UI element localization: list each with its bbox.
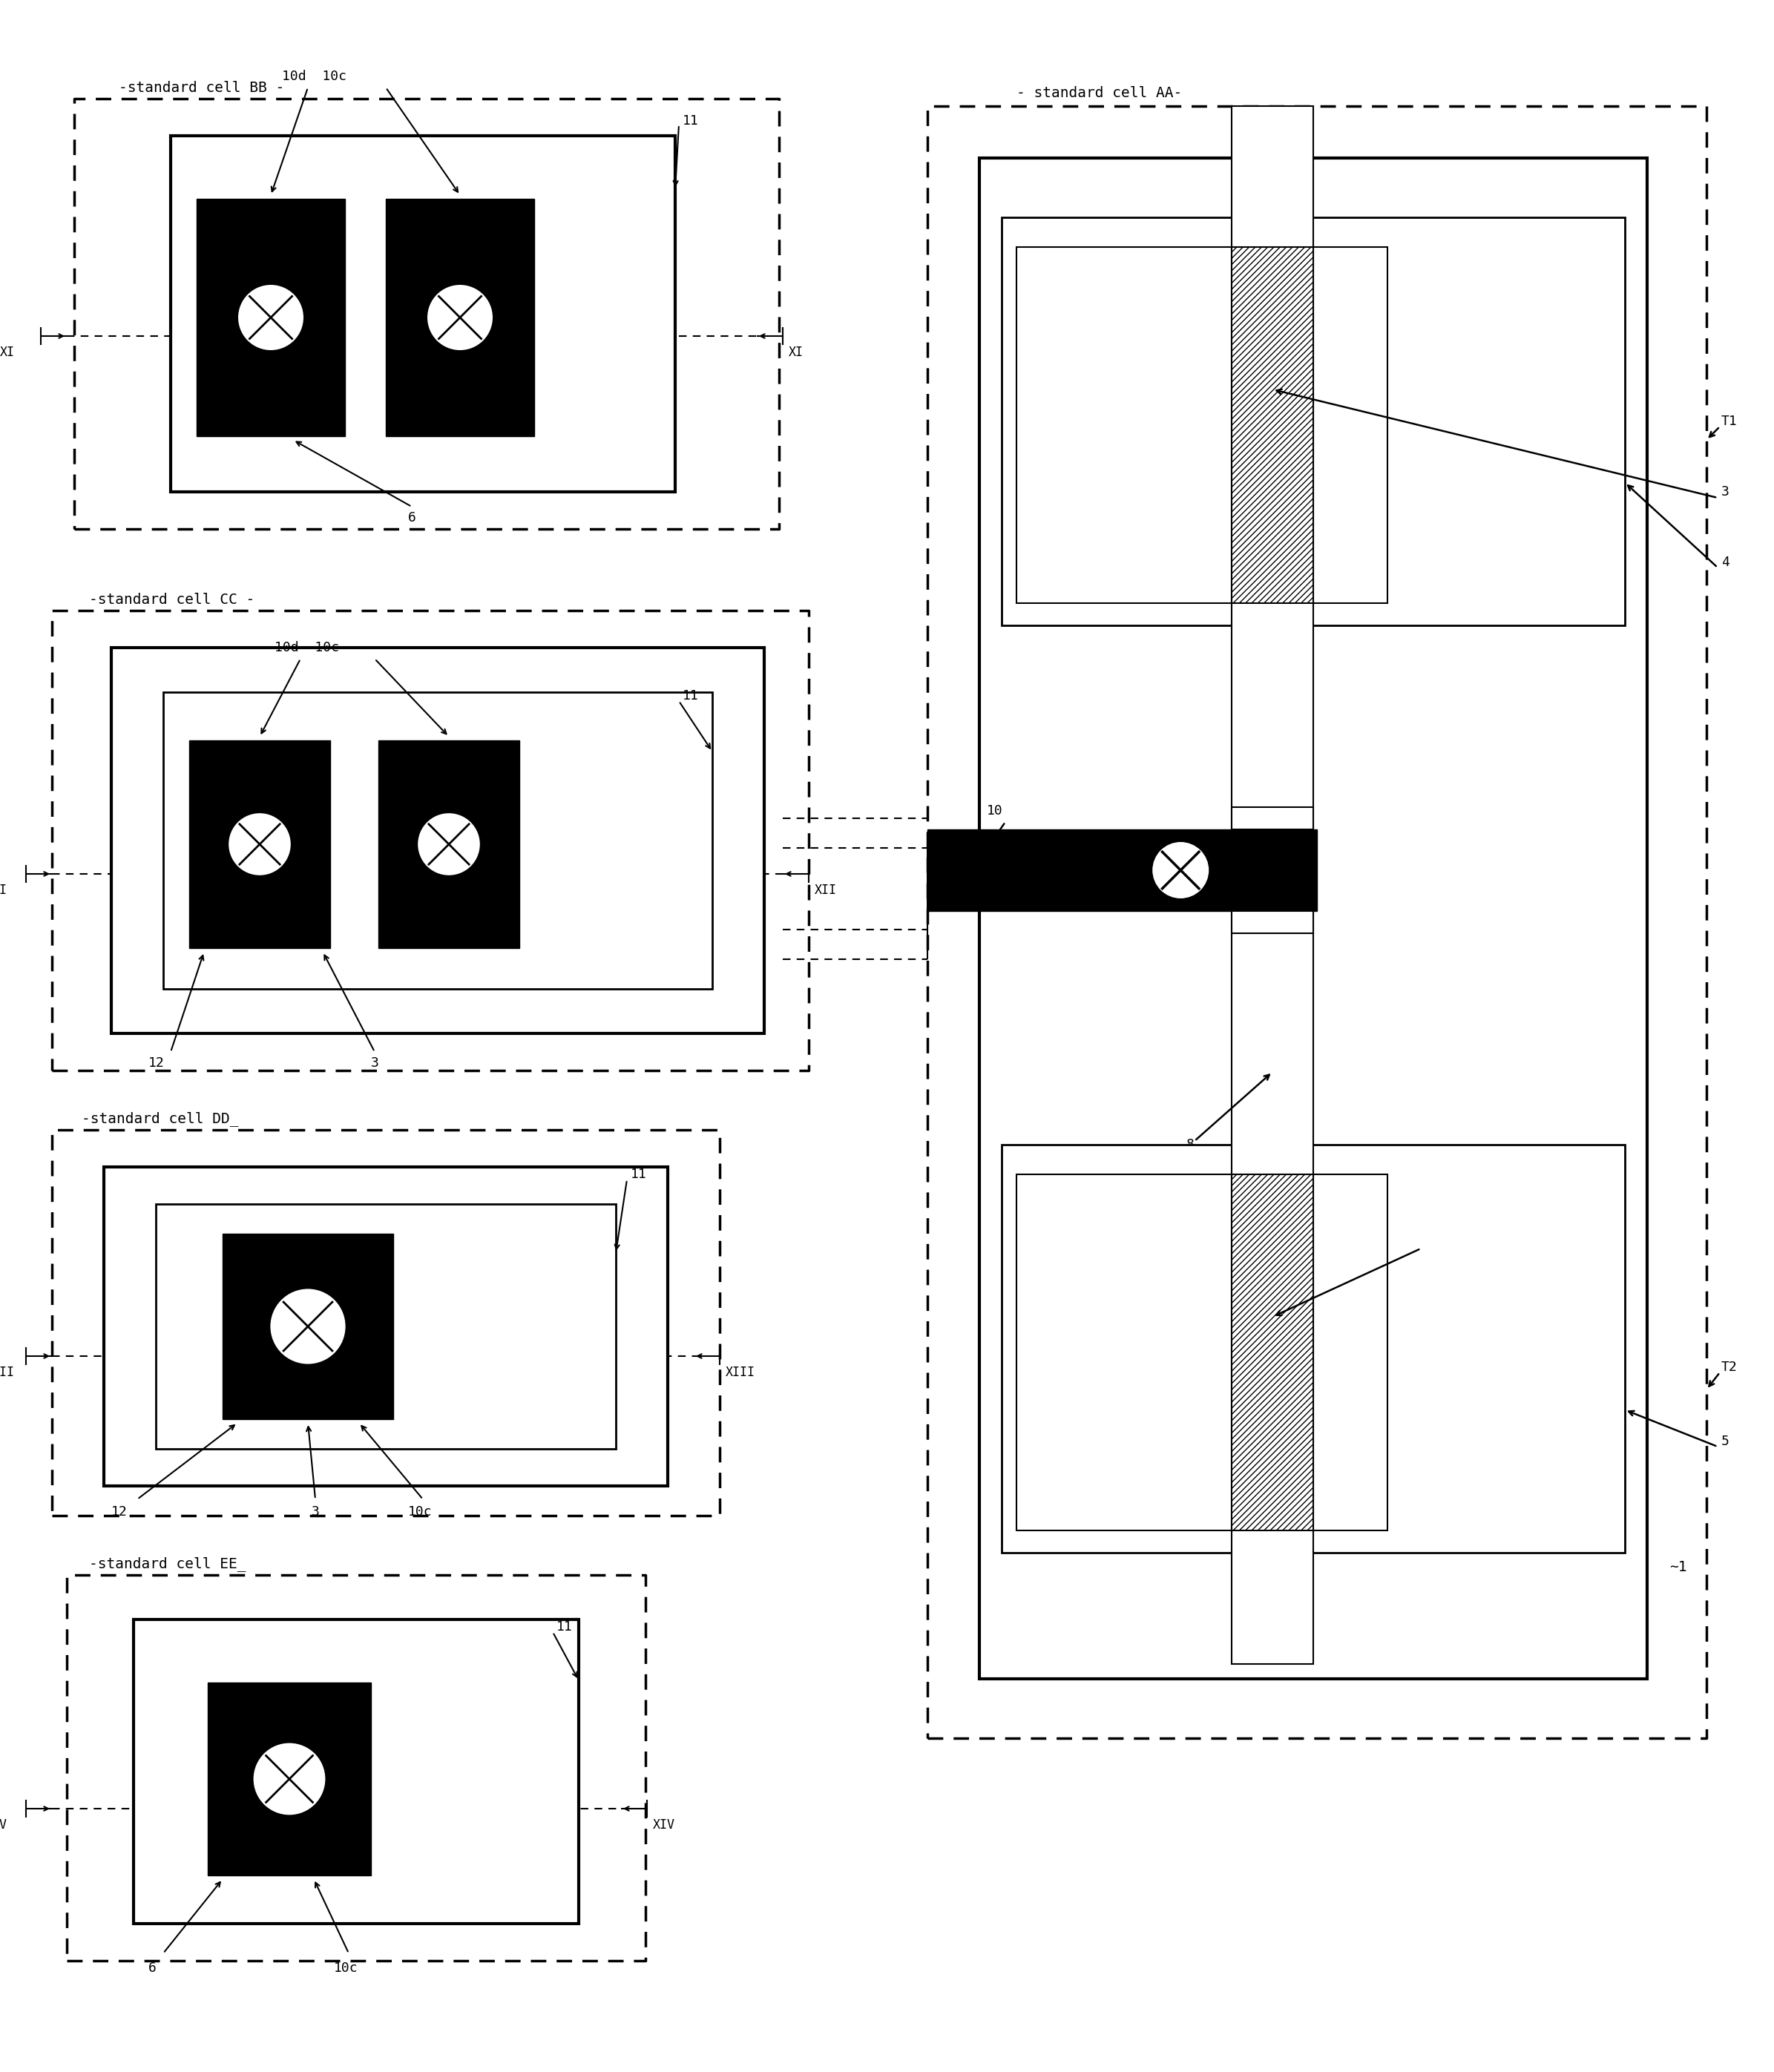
Bar — [170, 137, 676, 491]
Text: 10c: 10c — [408, 1504, 433, 1519]
Text: XI: XI — [0, 346, 14, 358]
Circle shape — [428, 284, 493, 350]
Text: XII: XII — [0, 883, 7, 897]
Text: -standard cell BB -: -standard cell BB - — [119, 81, 284, 95]
Circle shape — [270, 1289, 346, 1363]
Text: 11: 11 — [683, 690, 699, 702]
Text: 3: 3 — [312, 1504, 319, 1519]
Text: 5: 5 — [1721, 1434, 1730, 1448]
Bar — [163, 692, 713, 988]
Text: 6: 6 — [408, 512, 417, 524]
Bar — [385, 199, 534, 437]
Bar — [1017, 1175, 1387, 1531]
Text: 11: 11 — [630, 1169, 648, 1181]
Text: T1: T1 — [1721, 414, 1737, 429]
Bar — [1231, 1175, 1313, 1531]
Text: 11: 11 — [683, 114, 699, 128]
Text: T2: T2 — [1721, 1361, 1737, 1374]
Text: 12: 12 — [149, 1057, 165, 1069]
Text: 3: 3 — [371, 1057, 380, 1069]
Bar — [928, 829, 1316, 912]
Bar — [378, 740, 520, 949]
Bar — [979, 157, 1646, 1678]
Text: XIV: XIV — [653, 1819, 676, 1832]
Text: XIV: XIV — [0, 1819, 7, 1832]
Text: XI: XI — [789, 346, 804, 358]
Text: -standard cell CC -: -standard cell CC - — [89, 593, 255, 607]
Text: 3: 3 — [1721, 485, 1730, 499]
Text: 4: 4 — [1721, 555, 1730, 570]
Bar — [1231, 808, 1313, 829]
Bar — [222, 1233, 394, 1419]
Text: 6: 6 — [149, 1962, 156, 1975]
Text: 11: 11 — [557, 1620, 573, 1633]
Bar — [1002, 1144, 1625, 1552]
Circle shape — [254, 1743, 325, 1815]
Text: XIII: XIII — [726, 1365, 756, 1380]
Bar — [133, 1620, 578, 1923]
Bar — [156, 1204, 616, 1448]
Bar — [1002, 218, 1625, 626]
Bar — [190, 740, 330, 949]
Text: - standard cell AA-: - standard cell AA- — [1017, 85, 1181, 99]
Text: ~1: ~1 — [1669, 1560, 1687, 1575]
Circle shape — [229, 812, 291, 874]
Text: 12: 12 — [112, 1504, 128, 1519]
Circle shape — [1153, 841, 1208, 899]
Text: 8: 8 — [1187, 1138, 1194, 1152]
Circle shape — [419, 812, 481, 874]
Bar — [1017, 247, 1387, 603]
Text: -standard cell EE_: -standard cell EE_ — [89, 1556, 247, 1571]
Text: XII: XII — [814, 883, 837, 897]
Text: -standard cell DD_: -standard cell DD_ — [82, 1111, 238, 1125]
Bar — [105, 1167, 667, 1486]
Bar — [1231, 106, 1313, 1664]
Bar — [1231, 247, 1313, 603]
Text: 10c: 10c — [334, 1962, 358, 1975]
Text: 10d  10c: 10d 10c — [275, 640, 339, 655]
Text: XIII: XIII — [0, 1365, 14, 1380]
Text: 8g: 8g — [1425, 1249, 1440, 1262]
Text: 10d  10c: 10d 10c — [282, 70, 346, 83]
Bar — [208, 1682, 371, 1875]
Circle shape — [238, 284, 303, 350]
Bar — [197, 199, 344, 437]
Bar — [112, 649, 765, 1034]
Text: 10: 10 — [986, 804, 1002, 818]
Bar — [1231, 912, 1313, 932]
